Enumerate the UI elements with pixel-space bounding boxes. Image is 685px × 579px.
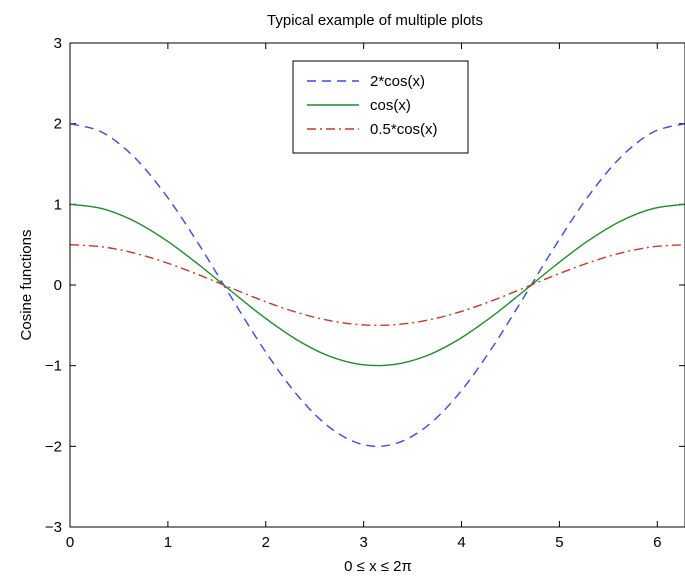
x-tick-label: 0 [66,534,74,551]
series-line-2 [70,203,685,367]
x-axis-label: 0 ≤ x ≤ 2π [344,558,412,575]
x-tick-label: 5 [555,534,563,551]
x-tick-label: 3 [359,534,367,551]
y-tick-label: 3 [54,35,62,52]
plot-frame [69,42,685,528]
y-tick-label: −2 [45,438,62,455]
x-tick-label: 1 [164,534,172,551]
y-axis-label: Cosine functions [18,230,35,341]
legend-box [292,60,469,154]
y-tick-label: 2 [54,116,62,133]
legend-label-1: 2*cos(x) [370,73,425,90]
series-line-3 [70,243,685,327]
y-tick-label: 1 [54,196,62,213]
y-tick-label: −1 [45,358,62,375]
x-tick-label: 4 [457,534,465,551]
legend-label-3: 0.5*cos(x) [370,121,438,138]
y-tick-label: −3 [45,519,62,536]
legend-label-2: cos(x) [370,97,411,114]
series-lines [70,122,685,448]
chart-title: Typical example of multiple plots [267,12,483,29]
legend: 2*cos(x) cos(x) 0.5*cos(x) [292,60,469,154]
x-tick-label: 6 [653,534,661,551]
x-axis-ticks: 0 1 2 3 4 5 6 [66,43,661,551]
y-tick-label: 0 [54,277,62,294]
x-tick-label: 2 [262,534,270,551]
